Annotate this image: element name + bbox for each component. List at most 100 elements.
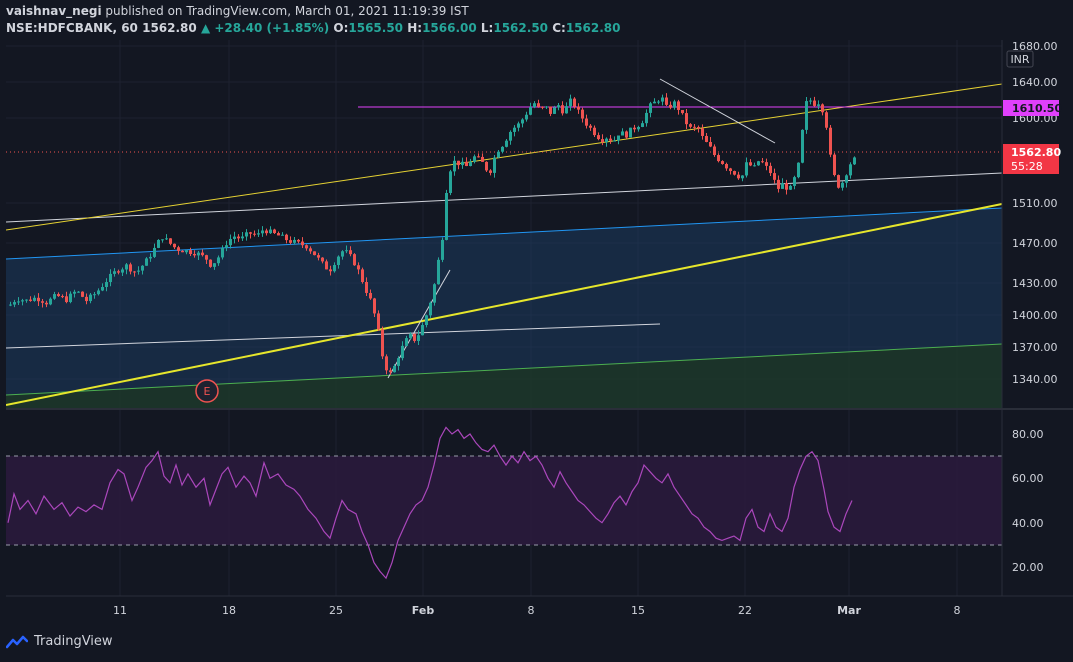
blue-channel-top[interactable] [6,207,1002,260]
candle-body[interactable] [645,112,648,124]
candlesticks[interactable] [9,93,856,375]
candle-body[interactable] [245,232,248,237]
footer-brand[interactable]: TradingView [6,634,113,649]
candle-body[interactable] [413,333,416,341]
candle-body[interactable] [457,160,460,166]
candle-body[interactable] [513,127,516,132]
candle-body[interactable] [449,171,452,193]
candle-body[interactable] [437,259,440,285]
candle-body[interactable] [721,161,724,164]
candle-body[interactable] [117,271,120,273]
candle-body[interactable] [201,252,204,256]
candle-body[interactable] [293,239,296,243]
candle-body[interactable] [189,250,192,254]
candle-body[interactable] [781,183,784,189]
price-axis[interactable]: INR 1680.00 1640.00 1600.00 1510.00 1470… [1003,40,1062,386]
candle-body[interactable] [765,162,768,166]
candle-body[interactable] [61,296,64,298]
candle-body[interactable] [453,160,456,172]
candle-body[interactable] [481,156,484,162]
candle-body[interactable] [69,293,72,303]
candle-body[interactable] [613,140,616,142]
candle-body[interactable] [9,304,12,306]
candle-body[interactable] [773,173,776,180]
candle-body[interactable] [353,254,356,266]
candle-body[interactable] [585,118,588,126]
candle-body[interactable] [821,104,824,113]
candle-body[interactable] [493,157,496,173]
candle-body[interactable] [169,238,172,244]
candle-body[interactable] [193,253,196,256]
candle-body[interactable] [621,131,624,136]
rsi-axis[interactable]: 80.00 60.00 40.00 20.00 [1012,428,1044,574]
candle-body[interactable] [133,271,136,273]
candle-body[interactable] [309,248,312,252]
candle-body[interactable] [465,161,468,167]
candle-body[interactable] [229,238,232,246]
currency-box[interactable] [1006,50,1034,68]
candle-body[interactable] [197,252,200,256]
candle-body[interactable] [469,161,472,167]
candle-body[interactable] [549,106,552,114]
candle-body[interactable] [297,239,300,242]
candle-body[interactable] [337,256,340,266]
candle-body[interactable] [137,270,140,272]
candle-body[interactable] [801,129,804,163]
candle-body[interactable] [417,335,420,341]
candle-body[interactable] [109,273,112,283]
candle-body[interactable] [301,241,304,246]
candle-body[interactable] [393,365,396,373]
candle-body[interactable] [561,105,564,114]
candle-body[interactable] [629,127,632,138]
earnings-marker-circle[interactable] [195,379,219,403]
candle-body[interactable] [77,291,80,293]
candle-body[interactable] [281,234,284,236]
candle-body[interactable] [205,255,208,260]
candle-body[interactable] [733,171,736,175]
green-channel-line[interactable] [6,343,1002,396]
candle-body[interactable] [737,174,740,179]
candle-body[interactable] [165,238,168,240]
candle-body[interactable] [521,119,524,124]
candle-body[interactable] [233,236,236,239]
publisher-name[interactable]: vaishnav_negi [6,4,102,18]
price-pane[interactable]: E [6,78,1002,408]
candle-body[interactable] [845,175,848,183]
candle-body[interactable] [541,106,544,108]
candle-body[interactable] [757,161,760,166]
candle-body[interactable] [461,161,464,166]
candle-body[interactable] [841,182,844,188]
candle-body[interactable] [609,138,612,141]
candle-body[interactable] [641,123,644,127]
candle-body[interactable] [161,239,164,241]
candle-body[interactable] [345,250,348,252]
candle-body[interactable] [105,282,108,288]
candle-body[interactable] [501,146,504,152]
candle-body[interactable] [829,127,832,155]
candle-body[interactable] [557,105,560,108]
candle-body[interactable] [797,162,800,178]
candle-body[interactable] [221,247,224,258]
candle-body[interactable] [473,156,476,162]
candle-body[interactable] [777,179,780,189]
candle-body[interactable] [149,256,152,259]
candle-body[interactable] [569,98,572,107]
candle-body[interactable] [373,298,376,314]
candle-body[interactable] [793,177,796,186]
candle-body[interactable] [265,230,268,234]
candle-body[interactable] [701,128,704,136]
candle-body[interactable] [129,264,132,272]
candle-body[interactable] [41,301,44,303]
candle-body[interactable] [241,236,244,239]
candle-body[interactable] [677,101,680,110]
candle-body[interactable] [581,109,584,119]
candle-body[interactable] [813,100,816,106]
candle-body[interactable] [305,245,308,249]
candle-body[interactable] [713,146,716,156]
candle-body[interactable] [553,107,556,114]
candle-body[interactable] [809,100,812,102]
candle-body[interactable] [185,250,188,253]
candle-body[interactable] [25,299,28,301]
candle-body[interactable] [497,151,500,158]
candle-body[interactable] [697,126,700,129]
